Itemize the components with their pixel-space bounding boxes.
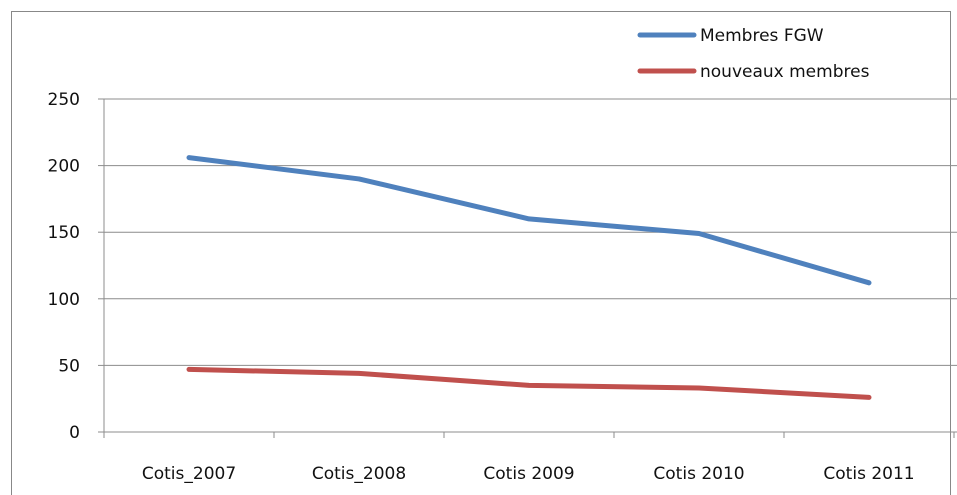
x-tick-label: Cotis 2011 xyxy=(823,464,914,484)
x-tick-label: Cotis 2009 xyxy=(483,464,574,484)
legend: Membres FGW nouveaux membres xyxy=(637,26,870,82)
x-tick-label: Cotis 2010 xyxy=(653,464,744,484)
legend-label-nouveaux-membres: nouveaux membres xyxy=(700,62,870,82)
y-tick-label: 50 xyxy=(58,356,80,376)
legend-label-membres-fgw: Membres FGW xyxy=(700,26,824,46)
x-tick-labels: Cotis_2007 Cotis_2008 Cotis 2009 Cotis 2010… xyxy=(142,464,915,484)
x-tick-label: Cotis_2008 xyxy=(312,464,406,484)
x-tick-label: Cotis_2007 xyxy=(142,464,236,484)
y-tick-label: 150 xyxy=(48,223,80,243)
y-tick-labels: 0 50 100 150 200 250 xyxy=(48,90,80,443)
y-tick-label: 200 xyxy=(48,157,80,177)
series-line-membres-fgw xyxy=(186,155,872,286)
chart-frame xyxy=(11,11,951,495)
y-tick-label: 0 xyxy=(69,423,80,443)
gridlines xyxy=(104,98,957,366)
y-tick-label: 250 xyxy=(48,90,80,110)
axes xyxy=(98,98,957,438)
series-line-nouveaux-membres xyxy=(186,366,872,400)
series-lines xyxy=(186,155,872,400)
y-tick-label: 100 xyxy=(48,290,80,310)
